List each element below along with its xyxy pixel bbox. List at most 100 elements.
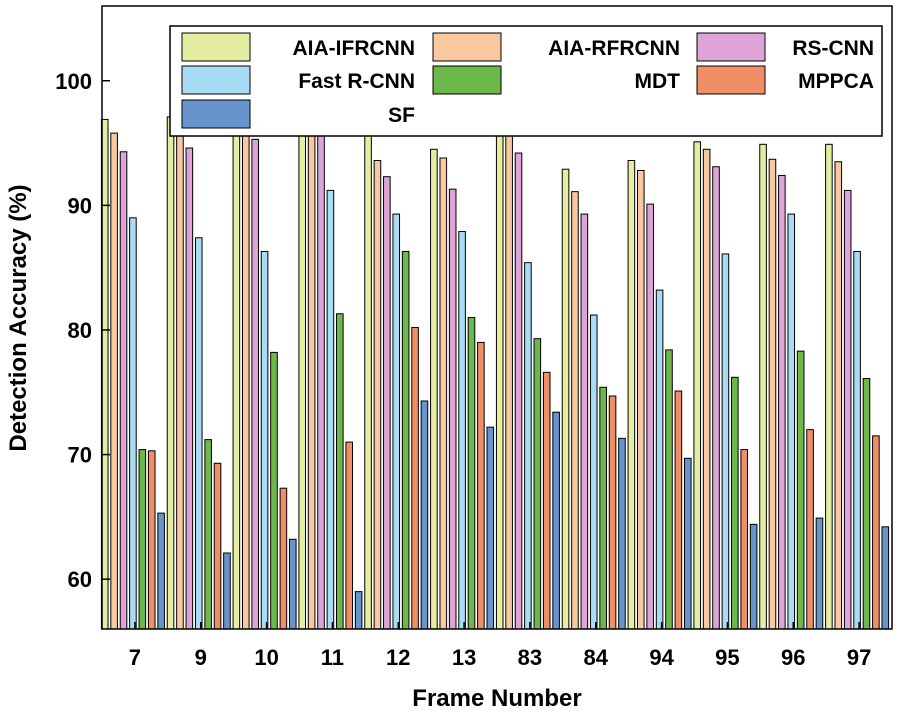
x-axis-title: Frame Number [412, 685, 581, 712]
bar-sf-96 [815, 517, 824, 630]
y-tick-label: 100 [55, 69, 92, 94]
legend-item-fast-r-cnn: Fast R-CNN [181, 65, 415, 95]
legend-swatch [432, 65, 502, 95]
bar-aia-rfrcnn-10 [241, 118, 250, 630]
bar-sf-83 [552, 411, 560, 630]
y-tick-label: 90 [68, 193, 92, 218]
bar-aia-rfrcnn-11 [307, 102, 316, 630]
x-tick-label: 97 [847, 645, 871, 670]
legend-swatch [696, 65, 766, 95]
bar-mppca-10 [279, 487, 288, 630]
legend-swatch [696, 32, 766, 62]
bar-fast-r-cnn-11 [326, 189, 335, 630]
bar-rs-cnn-84 [580, 213, 589, 630]
bars-layer [100, 97, 890, 630]
y-tick-label: 80 [68, 318, 92, 343]
legend-label: SF [388, 104, 415, 127]
bar-sf-9 [223, 552, 231, 630]
legend-label: RS-CNN [792, 37, 874, 60]
bar-aia-ifrcnn-84 [561, 168, 570, 630]
x-axis-ticks: 7 9 10 11 12 13 83 84 94 95 96 97 [129, 622, 871, 670]
y-tick-label: 70 [68, 443, 92, 468]
bar-fast-r-cnn-13 [458, 231, 466, 630]
y-axis-ticks: 60 70 80 90 100 [55, 69, 110, 592]
legend-label: AIA-IFRCNN [293, 37, 415, 60]
legend-item-aia-ifrcnn: AIA-IFRCNN [181, 32, 415, 62]
bar-mdt-10 [270, 351, 278, 630]
bar-rs-cnn-97 [843, 189, 852, 630]
x-tick-label: 94 [649, 645, 674, 670]
bar-mdt-97 [862, 378, 871, 630]
bar-fast-r-cnn-7 [129, 217, 137, 630]
bar-aia-rfrcnn-94 [636, 169, 645, 630]
bar-mppca-97 [872, 435, 880, 630]
legend-label: MDT [635, 70, 681, 93]
bar-aia-ifrcnn-83 [495, 126, 504, 630]
bar-mdt-9 [204, 439, 212, 630]
legend-swatch [181, 99, 251, 129]
bar-fast-r-cnn-95 [721, 253, 730, 630]
x-tick-label: 13 [452, 645, 476, 670]
x-tick-label: 12 [386, 645, 410, 670]
bar-fast-r-cnn-12 [392, 213, 401, 630]
x-tick-label: 10 [254, 645, 278, 670]
bar-rs-cnn-10 [251, 138, 259, 630]
bar-aia-ifrcnn-12 [364, 133, 372, 630]
bar-aia-rfrcnn-12 [373, 160, 382, 630]
legend-swatch [181, 65, 251, 95]
legend-label: Fast R-CNN [298, 70, 415, 93]
y-axis-title: Detection Accuracy (%) [5, 184, 32, 451]
bar-mppca-11 [345, 441, 354, 630]
bar-sf-11 [354, 591, 363, 630]
bar-aia-rfrcnn-84 [571, 191, 579, 630]
legend-swatch [432, 32, 502, 62]
bar-rs-cnn-94 [646, 203, 654, 630]
bar-aia-ifrcnn-95 [693, 141, 702, 630]
bar-mdt-7 [138, 449, 147, 630]
bar-fast-r-cnn-84 [589, 314, 598, 630]
bar-sf-95 [749, 523, 758, 630]
bar-fast-r-cnn-94 [655, 289, 664, 630]
bar-mdt-95 [731, 376, 739, 630]
bar-mdt-83 [533, 338, 542, 630]
bar-mppca-96 [806, 429, 814, 630]
bar-mppca-83 [542, 371, 551, 630]
bar-aia-ifrcnn-9 [166, 116, 175, 630]
bar-aia-rfrcnn-9 [176, 125, 184, 630]
legend-item-mdt: MDT [432, 65, 681, 95]
bar-rs-cnn-9 [185, 147, 194, 630]
bar-sf-10 [288, 538, 297, 630]
bar-aia-ifrcnn-96 [759, 143, 767, 630]
legend-label: MPPCA [798, 70, 874, 93]
legend-item-aia-rfrcnn: AIA-RFRCNN [432, 32, 680, 62]
bar-aia-rfrcnn-7 [110, 132, 118, 630]
bar-fast-r-cnn-83 [524, 262, 532, 630]
x-tick-label: 9 [195, 645, 207, 670]
bar-fast-r-cnn-96 [787, 213, 796, 630]
bar-mdt-94 [665, 349, 673, 630]
x-tick-label: 96 [781, 645, 805, 670]
bar-rs-cnn-13 [448, 188, 457, 630]
plot-frame [101, 5, 893, 630]
bar-aia-rfrcnn-13 [439, 157, 448, 630]
bar-mppca-7 [147, 450, 156, 630]
bar-aia-ifrcnn-97 [825, 143, 833, 630]
bar-mppca-84 [608, 395, 617, 630]
bar-rs-cnn-95 [712, 166, 720, 630]
legend-label: AIA-RFRCNN [548, 37, 680, 60]
bar-rs-cnn-83 [514, 152, 523, 630]
bar-mdt-84 [599, 386, 607, 630]
bar-mppca-9 [213, 462, 222, 630]
bar-aia-ifrcnn-13 [430, 148, 438, 630]
legend: AIA-IFRCNN AIA-RFRCNN RS-CNN Fast R-CNN MDT M… [169, 25, 883, 137]
bar-mdt-11 [336, 313, 344, 630]
bar-aia-ifrcnn-10 [232, 115, 241, 630]
legend-swatch [181, 32, 251, 62]
bar-rs-cnn-11 [317, 110, 325, 630]
bar-sf-97 [881, 526, 890, 630]
bar-aia-rfrcnn-97 [834, 161, 843, 630]
bar-sf-12 [420, 400, 429, 630]
legend-item-sf: SF [181, 99, 415, 129]
bar-aia-rfrcnn-95 [702, 148, 711, 630]
bar-mppca-13 [477, 341, 485, 630]
